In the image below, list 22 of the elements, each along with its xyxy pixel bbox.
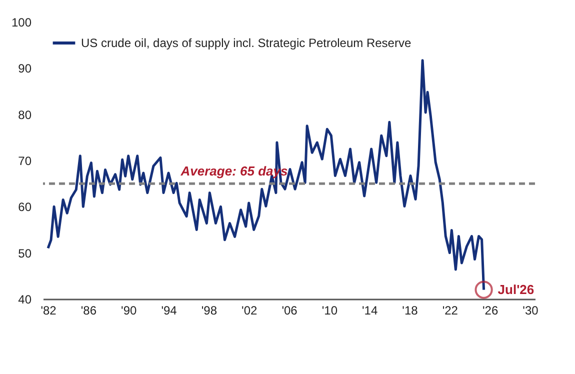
x-tick-label: '82 [40,304,57,318]
x-tick-label: '98 [201,304,218,318]
x-tick-label: '02 [242,304,258,318]
x-tick-label: '06 [282,304,298,318]
y-tick-label: 60 [18,200,32,214]
x-tick-label: '30 [522,304,539,318]
x-tick-label: '90 [121,304,137,318]
y-tick-label: 40 [18,292,32,306]
y-tick-label: 50 [18,246,32,260]
annotation: Jul'26 [498,282,534,297]
y-tick-label: 80 [18,108,32,122]
x-tick-label: '10 [322,304,338,318]
x-tick-label: '94 [161,304,178,318]
x-tick-label: '26 [482,304,498,318]
y-tick-label: 90 [18,62,32,76]
legend-label: US crude oil, days of supply incl. Strategic Petroleum Reserve [81,36,412,50]
x-tick-label: '22 [442,304,458,318]
y-tick-label: 100 [11,16,32,30]
x-tick-label: '86 [80,304,97,318]
x-tick-label: '18 [402,304,418,318]
x-tick-label: '14 [362,304,378,318]
y-tick-label: 70 [18,154,32,168]
